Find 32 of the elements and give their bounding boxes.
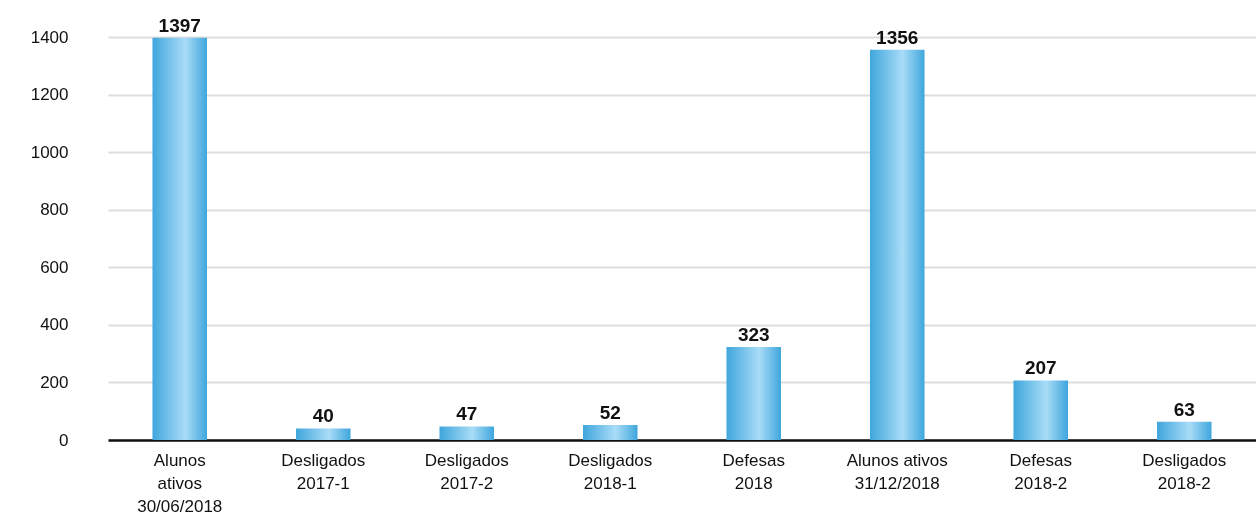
x-tick-label: Desligados 2017-1 bbox=[281, 450, 366, 493]
bar bbox=[1013, 380, 1069, 440]
y-tick-label: 400 bbox=[40, 315, 69, 335]
data-label: 52 bbox=[599, 402, 621, 424]
data-label: 207 bbox=[1024, 357, 1057, 379]
y-tick-label: 600 bbox=[40, 257, 69, 277]
data-label: 1356 bbox=[876, 26, 919, 48]
y-tick-label: 200 bbox=[40, 372, 69, 392]
bar bbox=[295, 428, 351, 440]
bar bbox=[726, 347, 782, 440]
data-label: 40 bbox=[312, 405, 334, 427]
y-tick-label: 0 bbox=[59, 430, 69, 450]
x-tick-label: Defesas 2018 bbox=[722, 450, 785, 493]
data-label: 323 bbox=[737, 324, 770, 346]
data-label: 1397 bbox=[158, 14, 201, 36]
x-tick-label: Alunos ativos 30/06/2018 bbox=[137, 450, 223, 516]
y-tick-label: 800 bbox=[40, 200, 69, 220]
data-label: 47 bbox=[456, 403, 478, 425]
bar bbox=[439, 426, 495, 440]
y-tick-label: 1000 bbox=[30, 142, 69, 162]
x-tick-label: Defesas 2018-2 bbox=[1009, 450, 1072, 493]
bar bbox=[152, 37, 208, 440]
y-tick-label: 1400 bbox=[30, 27, 69, 47]
bar bbox=[582, 425, 638, 440]
x-tick-label: Desligados 2017-2 bbox=[424, 450, 509, 493]
bar bbox=[1156, 421, 1212, 440]
data-label: 63 bbox=[1173, 398, 1195, 420]
y-tick-label: 1200 bbox=[30, 85, 69, 105]
bar bbox=[869, 49, 925, 440]
x-tick-label: Alunos ativos 31/12/2018 bbox=[846, 450, 948, 493]
x-tick-label: Desligados 2018-1 bbox=[568, 450, 653, 493]
x-tick-label: Desligados 2018-2 bbox=[1142, 450, 1227, 493]
